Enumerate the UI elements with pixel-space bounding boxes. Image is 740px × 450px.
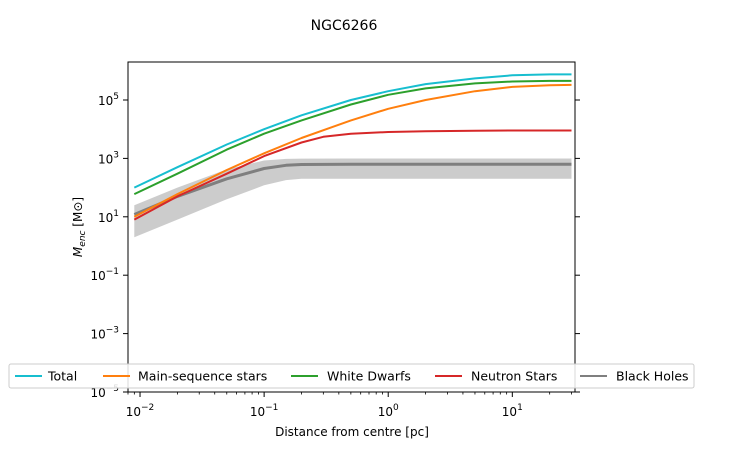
legend-item-total: Total xyxy=(15,369,77,384)
legend-label: White Dwarfs xyxy=(327,369,411,384)
legend-item-black-holes: Black Holes xyxy=(580,369,689,384)
x-axis-label: Distance from centre [pc] xyxy=(275,425,429,439)
plot-frame xyxy=(127,61,576,393)
y-tick-label: 101 xyxy=(98,209,119,225)
legend-label: Total xyxy=(47,369,77,384)
plot-background xyxy=(128,62,575,392)
y-axis-label-main: M xyxy=(71,246,85,257)
series-line-neutron-stars xyxy=(133,129,572,221)
plot-area: 10−2 10−1 100 101 10−5 10−3 10−1 101 103 105 xyxy=(90,61,580,419)
series-line-total xyxy=(133,73,572,189)
y-tick-label: 10−1 xyxy=(90,267,119,283)
x-tick-label: 101 xyxy=(502,403,523,419)
chart-title: NGC6266 xyxy=(311,18,378,34)
legend-label: Neutron Stars xyxy=(471,369,557,384)
legend-item-main-sequence-stars: Main-sequence stars xyxy=(103,369,267,384)
y-axis-label-unit: [M⊙] xyxy=(71,197,85,231)
legend: Total Main-sequence stars White Dwarfs Neut… xyxy=(8,363,695,389)
legend-label: Black Holes xyxy=(616,369,689,384)
legend-label: Main-sequence stars xyxy=(138,369,267,384)
series-line-white-dwarfs xyxy=(133,79,572,196)
y-tick-label: 105 xyxy=(98,92,119,108)
y-tick-label: 10−5 xyxy=(90,384,119,400)
series-line-black-holes xyxy=(133,162,572,216)
x-tick-label: 10−1 xyxy=(250,403,279,419)
y-tick-label: 103 xyxy=(98,150,119,166)
x-tick-label: 100 xyxy=(378,403,399,419)
y-axis-label: Menc [M⊙] xyxy=(71,197,88,257)
series-band-black-holes xyxy=(134,158,572,238)
x-tick-label: 10−2 xyxy=(126,403,155,419)
y-axis-label-sub: enc xyxy=(78,230,88,246)
series-line-main-sequence-stars xyxy=(133,83,572,218)
legend-item-white-dwarfs: White Dwarfs xyxy=(291,369,411,384)
legend-item-neutron-stars: Neutron Stars xyxy=(435,369,557,384)
legend-box xyxy=(8,363,695,389)
y-tick-label: 10−3 xyxy=(90,326,119,342)
